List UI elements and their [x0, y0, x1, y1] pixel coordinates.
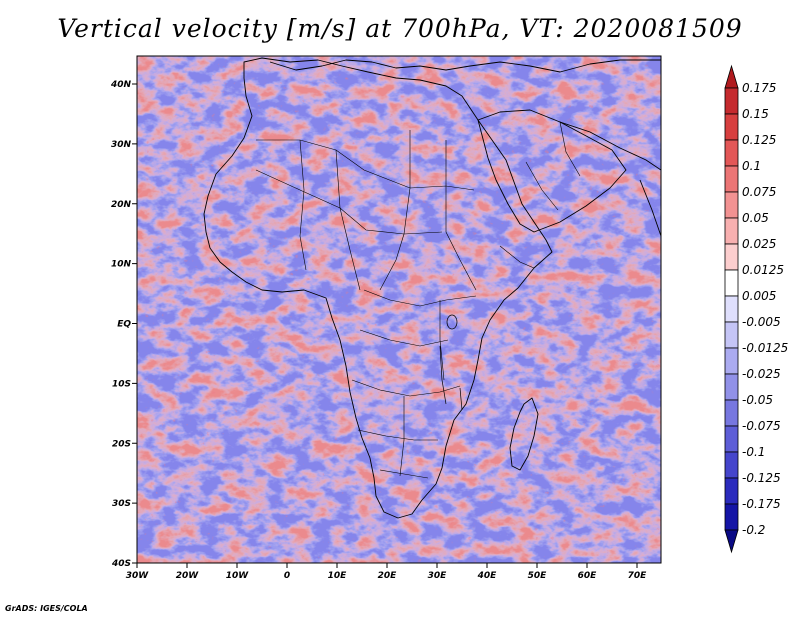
india-coast	[639, 179, 661, 237]
madagascar-coastline	[509, 397, 539, 471]
lon-tick-label: 30W	[126, 571, 150, 581]
lat-tick-label: 20N	[111, 200, 132, 210]
lon-tick-label: 40E	[477, 571, 498, 581]
colorbar-swatch	[724, 165, 739, 193]
colorbar-swatch	[724, 425, 739, 453]
lon-tick-label: 20W	[176, 571, 200, 581]
lat-tick-label: EQ	[117, 320, 131, 330]
country-borders	[255, 121, 581, 479]
colorbar-label: 0.005	[742, 289, 776, 303]
colorbar-label: 0.025	[742, 237, 776, 251]
lon-tick-label: 0	[284, 571, 290, 581]
colorbar-swatch	[724, 243, 739, 271]
colorbar-max-arrow	[724, 64, 739, 89]
colorbar-label: 0.1	[742, 159, 761, 173]
colorbar-label: -0.05	[742, 393, 773, 407]
lon-tick-label: 50E	[528, 571, 548, 581]
colorbar-label: 0.0125	[742, 263, 784, 277]
europe-asia-coastline	[269, 59, 661, 73]
colorbar-swatch	[724, 87, 739, 115]
lat-tick-label: 30S	[112, 499, 131, 509]
colorbar-label: -0.075	[742, 419, 781, 433]
colorbar-swatch	[724, 451, 739, 479]
colorbar-label: -0.175	[742, 497, 781, 511]
lat-tick-label: 40S	[111, 559, 131, 569]
colorbar-label: -0.1	[742, 445, 765, 459]
colorbar-swatch	[724, 269, 739, 297]
map-title: Vertical velocity [m/s] at 700hPa, VT: 2…	[57, 14, 743, 43]
lon-tick-label: 10E	[328, 571, 348, 581]
colorbar-swatch	[724, 503, 739, 531]
vertical-velocity-fine-detail	[137, 56, 661, 563]
colorbar-swatch	[724, 139, 739, 167]
colorbar-swatch	[724, 347, 739, 375]
colorbar-swatch	[724, 191, 739, 219]
colorbar-swatch	[724, 295, 739, 323]
colorbar-label: -0.0125	[742, 341, 788, 355]
lon-tick-label: 60E	[578, 571, 598, 581]
colorbar-swatch	[724, 399, 739, 427]
colorbar-label: 0.125	[742, 133, 776, 147]
colorbar: 0.175 0.15 0.125 0.1 0.075 0.05 0.025 0.0125 0.0…	[724, 64, 788, 554]
latitude-axis: 40N 30N 20N 10N EQ 10S 20S 30S 40S	[110, 80, 137, 569]
footer-credit: GrADS: IGES/COLA	[5, 604, 88, 613]
lakes	[439, 314, 463, 411]
iran-coast	[559, 121, 661, 171]
colorbar-swatch	[724, 373, 739, 401]
lat-tick-label: 30N	[111, 140, 132, 150]
map-plot-area	[137, 56, 661, 563]
lon-tick-label: 10W	[226, 571, 250, 581]
lat-tick-label: 10N	[111, 260, 132, 270]
colorbar-label: 0.15	[742, 107, 769, 121]
colorbar-swatch	[724, 477, 739, 505]
lat-tick-label: 10S	[112, 379, 131, 389]
map-frame	[136, 55, 662, 564]
colorbar-label: -0.2	[742, 523, 765, 537]
colorbar-label: 0.175	[742, 81, 776, 95]
colorbar-swatch	[724, 217, 739, 245]
colorbar-label: 0.075	[742, 185, 776, 199]
longitude-axis: 30W 20W 10W 0 10E 20E 30E 40E 50E 60E 70E	[126, 563, 647, 581]
colorbar-swatch	[724, 113, 739, 141]
arabia-coastline	[477, 109, 627, 233]
colorbar-min-arrow	[724, 529, 739, 554]
colorbar-label: 0.05	[742, 211, 769, 225]
colorbar-swatch	[724, 321, 739, 349]
lat-tick-label: 20S	[112, 439, 131, 449]
lat-tick-label: 40N	[110, 80, 132, 90]
colorbar-label: -0.125	[742, 471, 781, 485]
colorbar-label: -0.005	[742, 315, 781, 329]
coastlines	[203, 57, 661, 519]
lon-tick-label: 70E	[628, 571, 648, 581]
lon-tick-label: 20E	[378, 571, 398, 581]
colorbar-label: -0.025	[742, 367, 781, 381]
lon-tick-label: 30E	[428, 571, 448, 581]
